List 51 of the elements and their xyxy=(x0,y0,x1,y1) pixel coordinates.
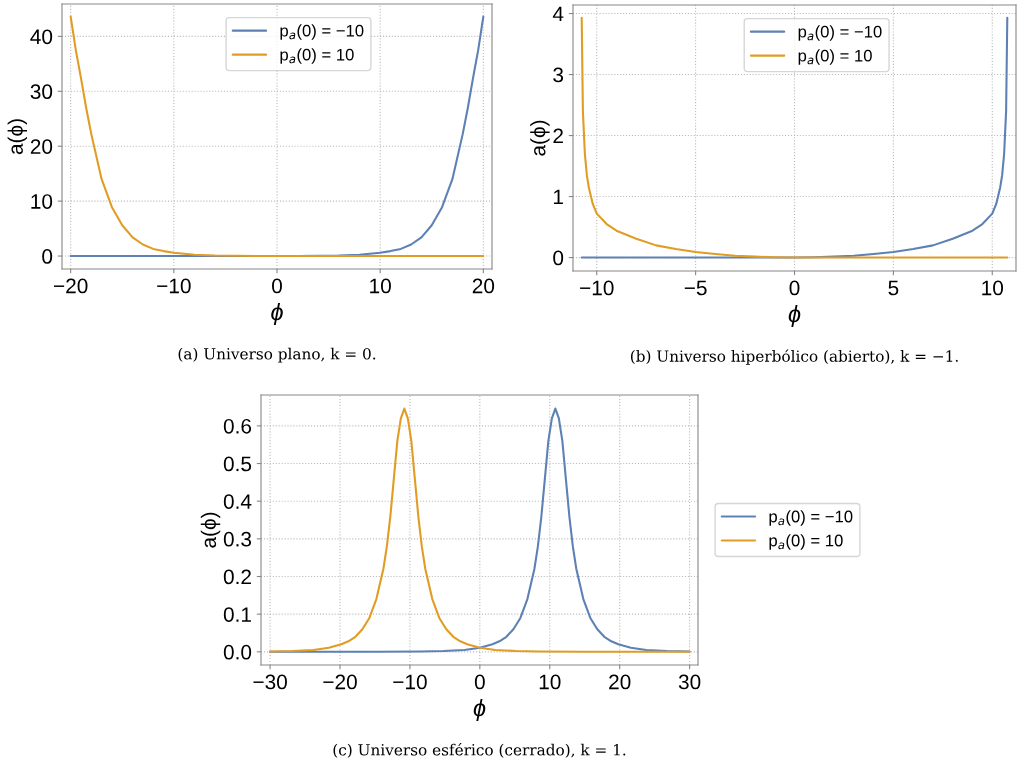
y-tick-label: 0.4 xyxy=(223,494,252,509)
x-tick-label: −20 xyxy=(54,278,88,294)
text: (b) Universo hiperbólico (abierto), k = −1. xyxy=(630,349,958,365)
x-tick-label: 20 xyxy=(472,278,495,294)
x-tick-label: −10 xyxy=(157,278,191,294)
legend-label: p$_{a}$(0) = 10 xyxy=(798,49,872,65)
x-axis-title: ϕ xyxy=(473,699,486,722)
y-axis-title: a(ϕ) xyxy=(7,119,28,155)
y-tick-label: 20 xyxy=(30,139,53,154)
y-axis-title: a(ϕ) xyxy=(530,120,550,156)
x-tick-label: −30 xyxy=(253,674,287,690)
text: (a) Universo plano, k = 0. xyxy=(178,347,376,363)
y-axis-title: a(ϕ) xyxy=(200,512,221,548)
x-tick-label: −10 xyxy=(393,674,427,690)
y-tick-label: 40 xyxy=(30,29,53,45)
x-tick-label: 10 xyxy=(982,280,1004,296)
x-tick-label: 30 xyxy=(678,674,701,690)
legend-label: p$_{a}$(0) = 10 xyxy=(769,534,843,550)
y-tick-label: 0.1 xyxy=(223,607,251,622)
y-tick-label: 0 xyxy=(553,250,564,266)
y-tick-label: 1 xyxy=(553,189,563,205)
x-tick-label: −10 xyxy=(580,280,614,296)
legend-label: p$_{a}$(0) = 10 xyxy=(280,48,354,64)
line-series xyxy=(580,16,1009,259)
y-tick-label: 10 xyxy=(31,194,53,209)
y-tick-label: 0.3 xyxy=(223,531,252,547)
line-series xyxy=(69,15,485,258)
legend-label: p$_{a}$(0) = −10 xyxy=(769,510,853,526)
y-tick-label: 0.5 xyxy=(223,456,252,472)
x-tick-label: −20 xyxy=(323,674,357,690)
x-tick-label: 0 xyxy=(474,674,485,690)
x-tick-label: 5 xyxy=(888,280,899,296)
x-axis-title: ϕ xyxy=(788,305,801,328)
y-tick-label: 30 xyxy=(30,84,53,100)
legend-label: p$_{a}$(0) = −10 xyxy=(280,24,364,40)
line-series xyxy=(269,407,691,653)
y-tick-label: 0.6 xyxy=(223,418,252,434)
x-tick-label: 0 xyxy=(789,280,800,296)
y-tick-label: 0 xyxy=(42,249,53,264)
text: (c) Universo esférico (cerrado), k = 1. xyxy=(333,743,626,758)
y-tick-label: 0.2 xyxy=(223,569,251,585)
y-tick-label: 2 xyxy=(553,128,563,144)
x-tick-label: −5 xyxy=(684,280,707,296)
x-tick-label: 20 xyxy=(609,674,631,690)
x-tick-label: 10 xyxy=(370,278,391,294)
y-tick-label: 0.0 xyxy=(223,644,252,660)
x-tick-label: 0 xyxy=(272,278,282,294)
y-tick-label: 3 xyxy=(553,67,564,83)
x-axis-title: ϕ xyxy=(271,303,283,326)
legend-label: p$_{a}$(0) = −10 xyxy=(798,25,882,41)
y-tick-label: 4 xyxy=(552,6,564,22)
